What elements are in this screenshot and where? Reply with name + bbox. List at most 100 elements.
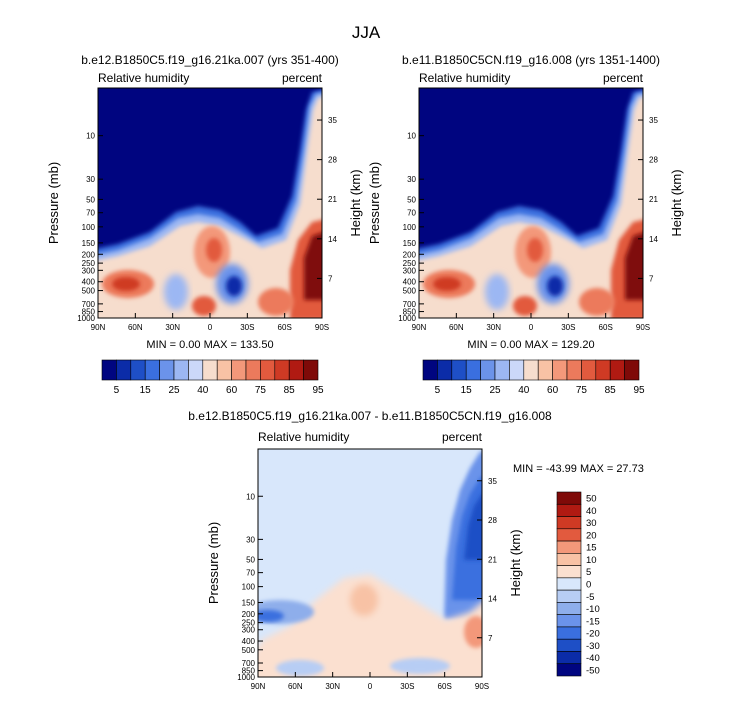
colorbar-swatch	[556, 516, 582, 530]
pressure-tick-label: 1000	[237, 673, 255, 682]
colorbar-swatch	[159, 359, 175, 381]
colorbar-swatch	[465, 359, 481, 381]
colorbar-swatch	[274, 359, 290, 381]
latitude-tick-label: 90S	[636, 323, 650, 332]
panel-right-moist-band-inner	[419, 97, 643, 318]
panel-left-y2-axis-label: Height (km)	[348, 169, 363, 236]
panel-left-subtropical-dry-s-core	[226, 276, 242, 296]
pressure-tick-label: 250	[82, 259, 96, 268]
latitude-tick-label: 90S	[475, 682, 489, 691]
panel-diff-stats: MIN = -43.99 MAX = 27.73	[513, 463, 644, 475]
colorbar-label: 40	[586, 506, 597, 517]
pressure-tick-label: 150	[82, 239, 96, 248]
panel-diff-variable-label: Relative humidity	[258, 430, 349, 444]
colorbar-swatch	[556, 626, 582, 640]
colorbar-swatch	[451, 359, 467, 381]
colorbar-label: 15	[461, 385, 473, 396]
colorbar-swatch	[556, 540, 582, 554]
height-tick-label: 28	[328, 156, 337, 165]
colorbar-label: 85	[284, 385, 296, 396]
colorbar-label: 60	[226, 385, 238, 396]
colorbar-swatch	[303, 359, 319, 381]
panel-left-y-axis-label: Pressure (mb)	[46, 162, 61, 244]
pressure-tick-label: 10	[407, 132, 416, 141]
colorbar-swatch	[437, 359, 453, 381]
panel-left-subtropical-dry-n	[164, 274, 188, 310]
panel-diff-positive-band	[258, 574, 482, 677]
panel-diff-surface-negative	[276, 660, 324, 676]
height-tick-label: 35	[328, 116, 337, 125]
panel-diff-contour-field	[258, 449, 482, 677]
colorbar-label: -40	[586, 653, 600, 664]
colorbar-label: 0	[586, 580, 591, 591]
colorbar-swatch	[537, 359, 553, 381]
colorbar-label: 15	[140, 385, 152, 396]
colorbar-swatch	[216, 359, 232, 381]
panel-diff-y-axis-label: Pressure (mb)	[206, 522, 221, 604]
pressure-tick-label: 10	[86, 132, 95, 141]
colorbar-label: -10	[586, 604, 600, 615]
panel-right-case-title: b.e11.B1850C5CN.f19_g16.008 (yrs 1351-14…	[402, 53, 660, 67]
pressure-tick-label: 850	[403, 308, 417, 317]
colorbar-swatch	[116, 359, 132, 381]
pressure-tick-label: 10	[246, 492, 255, 501]
colorbar-swatch	[595, 359, 611, 381]
panel-left: b.e12.B1850C5.f19_g16.21ka.007 (yrs 351-…	[46, 53, 363, 396]
pressure-tick-label: 300	[82, 266, 96, 275]
pressure-tick-label: 70	[246, 569, 255, 578]
panel-diff-ticks: 1030507010015020025030040050070085010003…	[237, 477, 497, 691]
pressure-tick-label: 30	[246, 535, 255, 544]
panel-diff-nh-negative-outer	[258, 600, 314, 624]
panel-right-units-label: percent	[603, 71, 644, 85]
panel-left-tropical-upper-peak	[206, 238, 222, 262]
pressure-tick-label: 850	[82, 308, 96, 317]
colorbar-label: 95	[633, 385, 645, 396]
colorbar-swatch	[494, 359, 510, 381]
latitude-tick-label: 0	[529, 323, 534, 332]
panel-diff-y2-axis-label: Height (km)	[508, 529, 523, 596]
colorbar-swatch	[202, 359, 218, 381]
colorbar-swatch	[556, 651, 582, 665]
colorbar-swatch	[556, 565, 582, 579]
height-tick-label: 14	[649, 235, 658, 244]
colorbar-swatch	[556, 553, 582, 566]
colorbar-swatch	[509, 359, 525, 381]
colorbar-swatch	[556, 614, 582, 628]
panel-diff: b.e12.B1850C5.f19_g16.21ka.007 - b.e11.B…	[188, 409, 644, 691]
height-tick-label: 21	[649, 195, 658, 204]
colorbar-swatch	[556, 663, 582, 677]
colorbar-swatch	[288, 359, 304, 381]
panel-right-ticks: 1030507010015020025030040050070085010003…	[398, 116, 658, 332]
colorbar-label: 60	[547, 385, 559, 396]
latitude-tick-label: 0	[208, 323, 213, 332]
panel-right-subtropical-dry-n	[485, 274, 509, 310]
pressure-tick-label: 1000	[77, 314, 95, 323]
latitude-tick-label: 30N	[486, 323, 501, 332]
height-tick-label: 7	[328, 274, 333, 283]
colorbar-label: 15	[586, 543, 597, 554]
pressure-tick-label: 400	[242, 637, 256, 646]
colorbar-label: 95	[312, 385, 324, 396]
height-tick-label: 7	[488, 634, 493, 643]
height-tick-label: 35	[649, 116, 658, 125]
colorbar-swatch	[101, 359, 117, 381]
pressure-tick-label: 400	[82, 278, 96, 287]
pressure-tick-label: 70	[86, 209, 95, 218]
colorbar-label: -30	[586, 641, 600, 652]
panel-left-units-label: percent	[282, 71, 323, 85]
colorbar-label: 85	[605, 385, 617, 396]
colorbar-label: 5	[114, 385, 120, 396]
latitude-tick-label: 60S	[599, 323, 613, 332]
colorbar-swatch	[245, 359, 261, 381]
panel-left-colorbar: 5 15 25 40 60 75 85 95	[101, 359, 324, 396]
panel-diff-positive-upper-core	[350, 584, 378, 616]
colorbar-swatch	[480, 359, 496, 381]
panel-left-stats: MIN = 0.00 MAX = 133.50	[146, 339, 273, 351]
pressure-tick-label: 300	[403, 266, 417, 275]
pressure-tick-label: 150	[403, 239, 417, 248]
colorbar-label: 75	[576, 385, 588, 396]
colorbar-swatch	[188, 359, 204, 381]
panel-left-variable-label: Relative humidity	[98, 71, 189, 85]
